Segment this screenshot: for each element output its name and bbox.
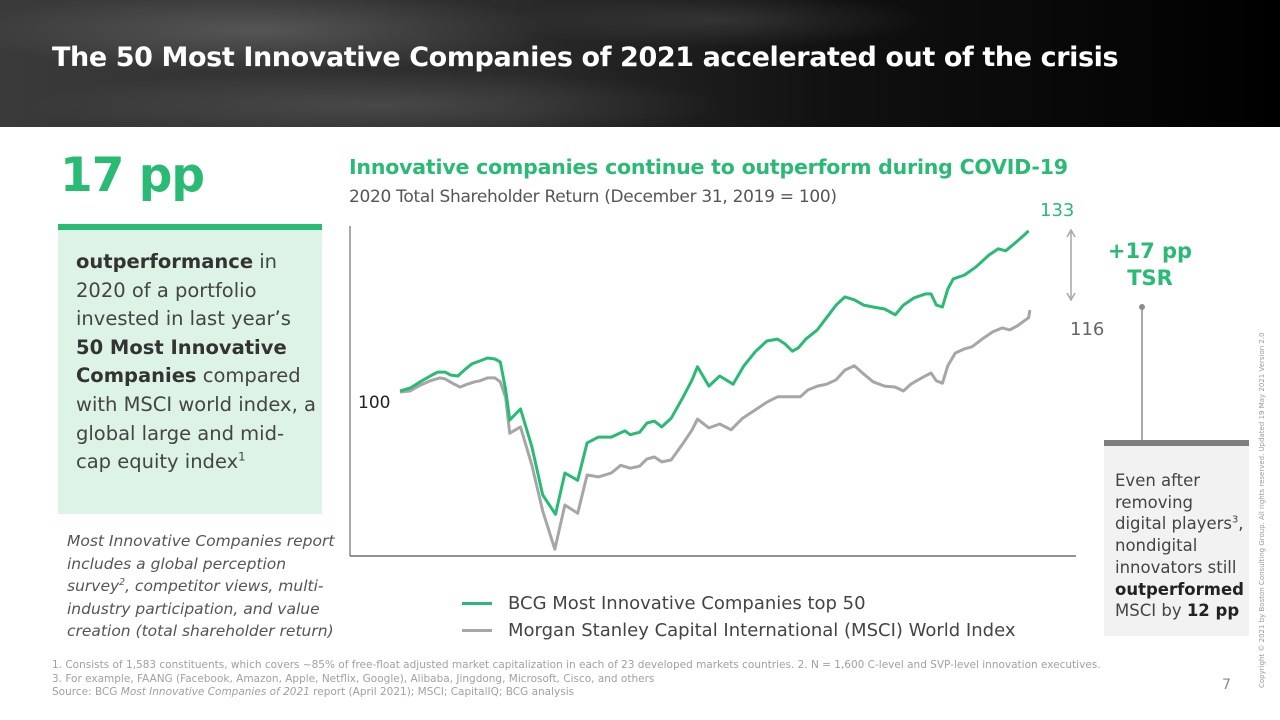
series-line-msci bbox=[399, 309, 1032, 551]
footnote-ref: 1 bbox=[238, 449, 246, 464]
difference-metric: TSR bbox=[1127, 266, 1173, 290]
series-line-bcg bbox=[399, 229, 1030, 516]
footnotes: 1. Consists of 1,583 constituents, which… bbox=[52, 659, 1101, 700]
text: , nondigital innovators still bbox=[1115, 514, 1244, 577]
report-name: Most Innovative Companies of 2021 bbox=[120, 686, 310, 698]
footnote-1-2: 1. Consists of 1,583 constituents, which… bbox=[52, 659, 1101, 671]
text: MSCI by bbox=[1115, 601, 1187, 621]
source-line: Source: BCG Most Innovative Companies of… bbox=[52, 686, 1101, 700]
chart-legend: BCG Most Innovative Companies top 50 Mor… bbox=[462, 590, 1015, 644]
legend-item-bcg: BCG Most Innovative Companies top 50 bbox=[462, 590, 1015, 617]
green-end-label: 133 bbox=[1040, 200, 1074, 221]
text: compared with MSCI world index, a global… bbox=[76, 364, 316, 474]
chart-subtitle: 2020 Total Shareholder Return (December … bbox=[349, 187, 837, 207]
big-stat: 17 pp bbox=[60, 148, 205, 203]
outperformance-text: outperformance in 2020 of a portfolio in… bbox=[76, 248, 316, 477]
text: in 2020 of a portfolio invested in last … bbox=[76, 250, 291, 331]
callout-connector bbox=[1139, 304, 1145, 441]
bold-text: 12 pp bbox=[1186, 601, 1240, 621]
callout-text: Even after removing digital players3, no… bbox=[1115, 470, 1247, 622]
nondigital-callout: Even after removing digital players3, no… bbox=[1104, 440, 1249, 636]
copyright-notice: Copyright © 2021 by Boston Consulting Gr… bbox=[1258, 332, 1266, 688]
tsr-difference-label: +17 pp TSR bbox=[1105, 238, 1195, 292]
legend-item-msci: Morgan Stanley Capital International (MS… bbox=[462, 617, 1015, 644]
difference-value: +17 pp bbox=[1107, 239, 1193, 263]
series-layer bbox=[399, 229, 1032, 551]
page-number: 7 bbox=[1222, 677, 1231, 693]
text: Even after removing digital players bbox=[1115, 471, 1232, 534]
legend-swatch-green bbox=[462, 602, 492, 605]
footnote-ref: 3 bbox=[1232, 514, 1239, 526]
header-banner: The 50 Most Innovative Companies of 2021… bbox=[0, 0, 1280, 127]
difference-arrow bbox=[1066, 228, 1076, 302]
text: Source: BCG bbox=[52, 686, 121, 698]
footnote-3: 3. For example, FAANG (Facebook, Amazon,… bbox=[52, 672, 655, 685]
gray-end-label: 116 bbox=[1070, 319, 1104, 340]
bold-text: outperformed bbox=[1115, 579, 1244, 599]
report-note: Most Innovative Companies report include… bbox=[67, 530, 337, 643]
outperformance-box: outperformance in 2020 of a portfolio in… bbox=[58, 224, 322, 514]
start-value-label: 100 bbox=[358, 393, 390, 413]
text: Most Innovative Companies report include… bbox=[67, 532, 335, 595]
legend-label: Morgan Stanley Capital International (MS… bbox=[508, 620, 1016, 641]
text: report (April 2021); MSCI; CapitalIQ; BC… bbox=[309, 686, 575, 698]
bold-text: outperformance bbox=[76, 250, 254, 273]
footnote-ref: 2 bbox=[119, 576, 126, 588]
page-title: The 50 Most Innovative Companies of 2021… bbox=[52, 42, 1119, 73]
text: , competitor views, multi-industry parti… bbox=[67, 577, 334, 640]
legend-swatch-gray bbox=[462, 629, 492, 632]
bold-text: 50 Most Innovative Companies bbox=[76, 335, 287, 388]
chart-title: Innovative companies continue to outperf… bbox=[349, 155, 1068, 179]
legend-label: BCG Most Innovative Companies top 50 bbox=[508, 593, 866, 614]
